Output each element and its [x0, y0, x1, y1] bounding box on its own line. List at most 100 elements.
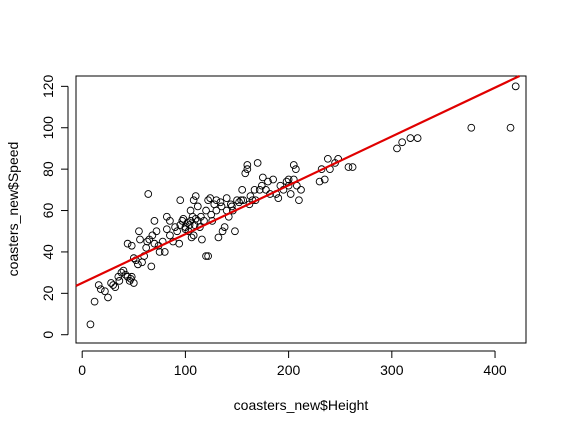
- data-point: [257, 181, 266, 190]
- y-tick-label: 80: [40, 161, 56, 177]
- data-point: [179, 214, 188, 223]
- data-point: [119, 266, 128, 275]
- data-point: [94, 281, 103, 289]
- data-point: [104, 293, 112, 302]
- data-point: [144, 190, 153, 198]
- data-point: [176, 221, 185, 229]
- y-tick-label: 120: [40, 74, 56, 98]
- data-point: [467, 123, 476, 132]
- plot-frame: [75, 75, 527, 344]
- data-point: [129, 279, 138, 287]
- data-point: [289, 161, 298, 169]
- data-point: [320, 175, 329, 184]
- data-point: [216, 198, 225, 207]
- data-point: [173, 227, 181, 236]
- data-point: [196, 223, 204, 231]
- data-point: [282, 177, 291, 186]
- x-axis: 0 100 200 300 400: [78, 350, 507, 378]
- data-point: [204, 196, 212, 205]
- data-point: [86, 320, 95, 329]
- data-point: [136, 235, 144, 244]
- y-tick-label: 60: [40, 203, 56, 219]
- data-point: [220, 223, 229, 231]
- y-tick-label: 100: [40, 116, 56, 140]
- data-point: [127, 241, 136, 250]
- data-point: [274, 194, 283, 202]
- data-point: [269, 175, 277, 184]
- data-point: [398, 138, 406, 147]
- data-point: [135, 227, 143, 236]
- data-point: [243, 161, 252, 169]
- data-point: [237, 196, 245, 205]
- data-point: [147, 262, 156, 271]
- data-point: [109, 281, 118, 289]
- data-point: [191, 192, 200, 200]
- data-point: [323, 154, 332, 163]
- data-point: [235, 198, 243, 207]
- data-point: [222, 194, 231, 202]
- data-point: [134, 260, 142, 269]
- data-point: [176, 196, 185, 205]
- data-point: [143, 237, 152, 246]
- data-point: [193, 202, 202, 211]
- data-point: [286, 190, 295, 198]
- data-point: [284, 175, 293, 184]
- data-point: [107, 279, 115, 287]
- data-point: [348, 163, 357, 171]
- data-point: [148, 231, 157, 240]
- data-point: [291, 165, 300, 173]
- data-point: [227, 202, 236, 211]
- data-point: [246, 192, 255, 200]
- data-point: [123, 239, 132, 248]
- regression-layer: [75, 75, 520, 287]
- data-point: [406, 134, 415, 142]
- data-point: [202, 252, 210, 260]
- data-point: [101, 287, 109, 296]
- x-tick-label: 100: [174, 362, 198, 378]
- y-axis: 0 20 40 60 80 100 120: [40, 74, 69, 339]
- data-point: [191, 214, 200, 223]
- data-point: [90, 297, 99, 306]
- data-point: [217, 202, 226, 211]
- data-point: [204, 252, 212, 260]
- data-point: [115, 277, 124, 285]
- data-point: [187, 233, 196, 242]
- x-tick-label: 300: [380, 362, 404, 378]
- data-point: [152, 227, 161, 236]
- data-point: [198, 235, 206, 244]
- data-point: [506, 123, 515, 132]
- data-point: [253, 159, 262, 167]
- y-tick-label: 20: [40, 285, 56, 301]
- data-point: [212, 196, 221, 205]
- data-point: [262, 185, 270, 194]
- data-point: [189, 231, 198, 240]
- data-point: [150, 217, 159, 225]
- data-point: [233, 196, 241, 205]
- data-point: [241, 169, 250, 178]
- x-axis-label: coasters_new$Height: [234, 397, 369, 413]
- data-point: [297, 185, 305, 194]
- data-point: [250, 185, 259, 194]
- data-point: [185, 221, 194, 229]
- data-point: [413, 134, 422, 142]
- data-point: [117, 268, 126, 277]
- data-point: [207, 210, 216, 219]
- x-tick-label: 400: [483, 362, 507, 378]
- data-point: [214, 233, 223, 242]
- data-point: [258, 173, 267, 182]
- data-point: [239, 196, 248, 205]
- data-point: [295, 196, 303, 205]
- data-point: [264, 177, 272, 186]
- data-points: [86, 82, 520, 329]
- data-point: [243, 165, 252, 173]
- data-point: [162, 225, 171, 234]
- data-point: [189, 196, 198, 205]
- data-point: [175, 239, 184, 248]
- data-point: [212, 206, 221, 215]
- data-point: [160, 248, 169, 256]
- data-point: [166, 217, 174, 225]
- data-point: [166, 231, 174, 240]
- data-point: [511, 82, 520, 91]
